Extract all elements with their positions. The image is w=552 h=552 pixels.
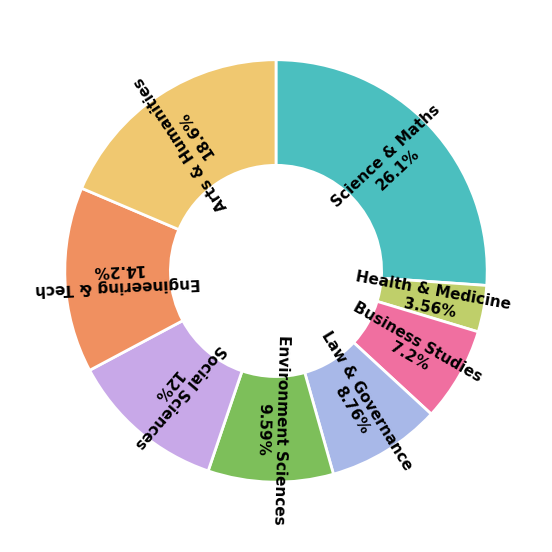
Text: Engineering & Tech
14.2%: Engineering & Tech 14.2% [34,258,201,298]
Wedge shape [82,60,276,230]
Text: Environment Sciences
9.59%: Environment Sciences 9.59% [253,334,290,524]
Wedge shape [276,60,487,285]
Wedge shape [305,342,431,474]
Wedge shape [377,278,487,332]
Text: Law & Governance
8.76%: Law & Governance 8.76% [303,329,415,482]
Text: Business Studies
7.2%: Business Studies 7.2% [342,299,485,400]
Wedge shape [354,301,478,414]
Text: Science & Maths
26.1%: Science & Maths 26.1% [329,103,455,223]
Text: Arts & Humanities
18.6%: Arts & Humanities 18.6% [132,65,246,213]
Wedge shape [65,188,183,370]
Text: Social Sciences
12%: Social Sciences 12% [119,331,228,452]
Wedge shape [89,321,242,471]
Text: Health & Medicine
3.56%: Health & Medicine 3.56% [352,269,512,330]
Wedge shape [208,371,333,482]
